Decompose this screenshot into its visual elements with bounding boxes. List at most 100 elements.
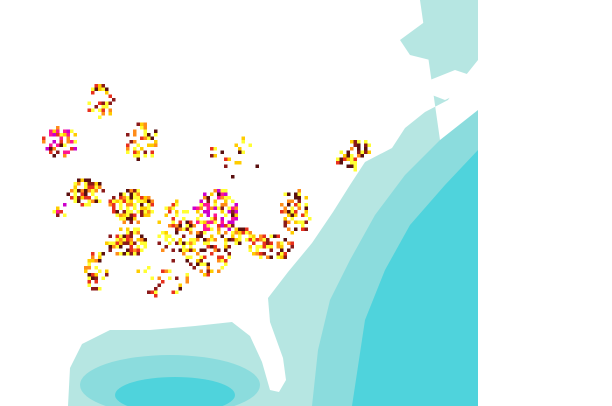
map-pixel xyxy=(49,150,53,154)
map-pixel xyxy=(94,266,98,270)
map-pixel xyxy=(234,161,238,165)
map-pixel xyxy=(147,199,151,203)
map-pixel xyxy=(101,101,105,105)
map-pixel xyxy=(220,206,224,210)
map-pixel xyxy=(301,227,305,231)
map-pixel xyxy=(175,231,179,235)
map-pixel xyxy=(133,227,137,231)
map-pixel xyxy=(63,150,67,154)
map-pixel xyxy=(150,203,154,207)
map-pixel xyxy=(129,189,133,193)
map-pixel xyxy=(119,241,123,245)
map-pixel xyxy=(199,203,203,207)
map-pixel xyxy=(269,248,273,252)
map-pixel xyxy=(129,140,133,144)
map-pixel xyxy=(224,157,228,161)
map-pixel xyxy=(287,210,291,214)
map-pixel xyxy=(178,227,182,231)
map-pixel xyxy=(203,231,207,235)
map-pixel xyxy=(168,234,172,238)
map-pixel xyxy=(168,241,172,245)
map-pixel xyxy=(287,227,291,231)
map-pixel xyxy=(224,241,228,245)
map-pixel xyxy=(168,210,172,214)
map-pixel xyxy=(189,241,193,245)
map-pixel xyxy=(185,280,189,284)
map-pixel xyxy=(108,112,112,116)
map-pixel xyxy=(49,143,53,147)
map-pixel xyxy=(283,220,287,224)
map-pixel xyxy=(178,248,182,252)
map-pixel xyxy=(248,234,252,238)
map-pixel xyxy=(367,143,371,147)
map-pixel xyxy=(133,231,137,235)
map-pixel xyxy=(129,238,133,242)
map-pixel xyxy=(357,143,361,147)
map-pixel xyxy=(87,283,91,287)
map-pixel xyxy=(290,245,294,249)
map-pixel xyxy=(220,196,224,200)
map-pixel xyxy=(206,213,210,217)
map-pixel xyxy=(227,245,231,249)
map-pixel xyxy=(59,143,63,147)
map-pixel xyxy=(262,252,266,256)
map-pixel xyxy=(297,206,301,210)
map-pixel xyxy=(143,154,147,158)
map-pixel xyxy=(241,227,245,231)
map-pixel xyxy=(259,245,263,249)
map-pixel xyxy=(133,248,137,252)
map-pixel xyxy=(87,266,91,270)
map-pixel xyxy=(227,210,231,214)
map-pixel xyxy=(70,129,74,133)
map-pixel xyxy=(164,238,168,242)
map-pixel xyxy=(224,192,228,196)
map-pixel xyxy=(290,213,294,217)
map-pixel xyxy=(112,245,116,249)
map-pixel xyxy=(119,192,123,196)
map-pixel xyxy=(192,224,196,228)
map-pixel xyxy=(94,280,98,284)
map-pixel xyxy=(133,213,137,217)
map-pixel xyxy=(122,217,126,221)
map-pixel xyxy=(182,252,186,256)
map-pixel xyxy=(280,245,284,249)
map-pixel xyxy=(336,157,340,161)
map-pixel xyxy=(259,234,263,238)
map-pixel xyxy=(136,143,140,147)
map-pixel xyxy=(91,185,95,189)
map-pixel xyxy=(129,220,133,224)
map-pixel xyxy=(84,266,88,270)
map-pixel xyxy=(140,238,144,242)
map-pixel xyxy=(136,238,140,242)
map-pixel xyxy=(199,255,203,259)
map-pixel xyxy=(210,238,214,242)
map-pixel xyxy=(94,276,98,280)
map-pixel xyxy=(84,192,88,196)
map-pixel xyxy=(189,224,193,228)
map-pixel xyxy=(227,227,231,231)
map-pixel xyxy=(276,241,280,245)
map-pixel xyxy=(73,199,77,203)
map-pixel xyxy=(339,157,343,161)
map-pixel xyxy=(98,255,102,259)
map-pixel xyxy=(91,255,95,259)
map-pixel xyxy=(262,245,266,249)
map-pixel xyxy=(185,276,189,280)
map-pixel xyxy=(105,101,109,105)
map-pixel xyxy=(133,252,137,256)
map-pixel xyxy=(98,199,102,203)
map-pixel xyxy=(185,273,189,277)
map-pixel xyxy=(213,147,217,151)
map-pixel xyxy=(59,210,63,214)
map-pixel xyxy=(108,203,112,207)
map-pixel xyxy=(196,262,200,266)
map-pixel xyxy=(364,150,368,154)
map-pixel xyxy=(266,245,270,249)
map-pixel xyxy=(126,241,130,245)
map-pixel xyxy=(199,269,203,273)
map-pixel xyxy=(136,189,140,193)
map-pixel xyxy=(297,192,301,196)
map-pixel xyxy=(87,280,91,284)
map-pixel xyxy=(220,217,224,221)
map-pixel xyxy=(224,262,228,266)
